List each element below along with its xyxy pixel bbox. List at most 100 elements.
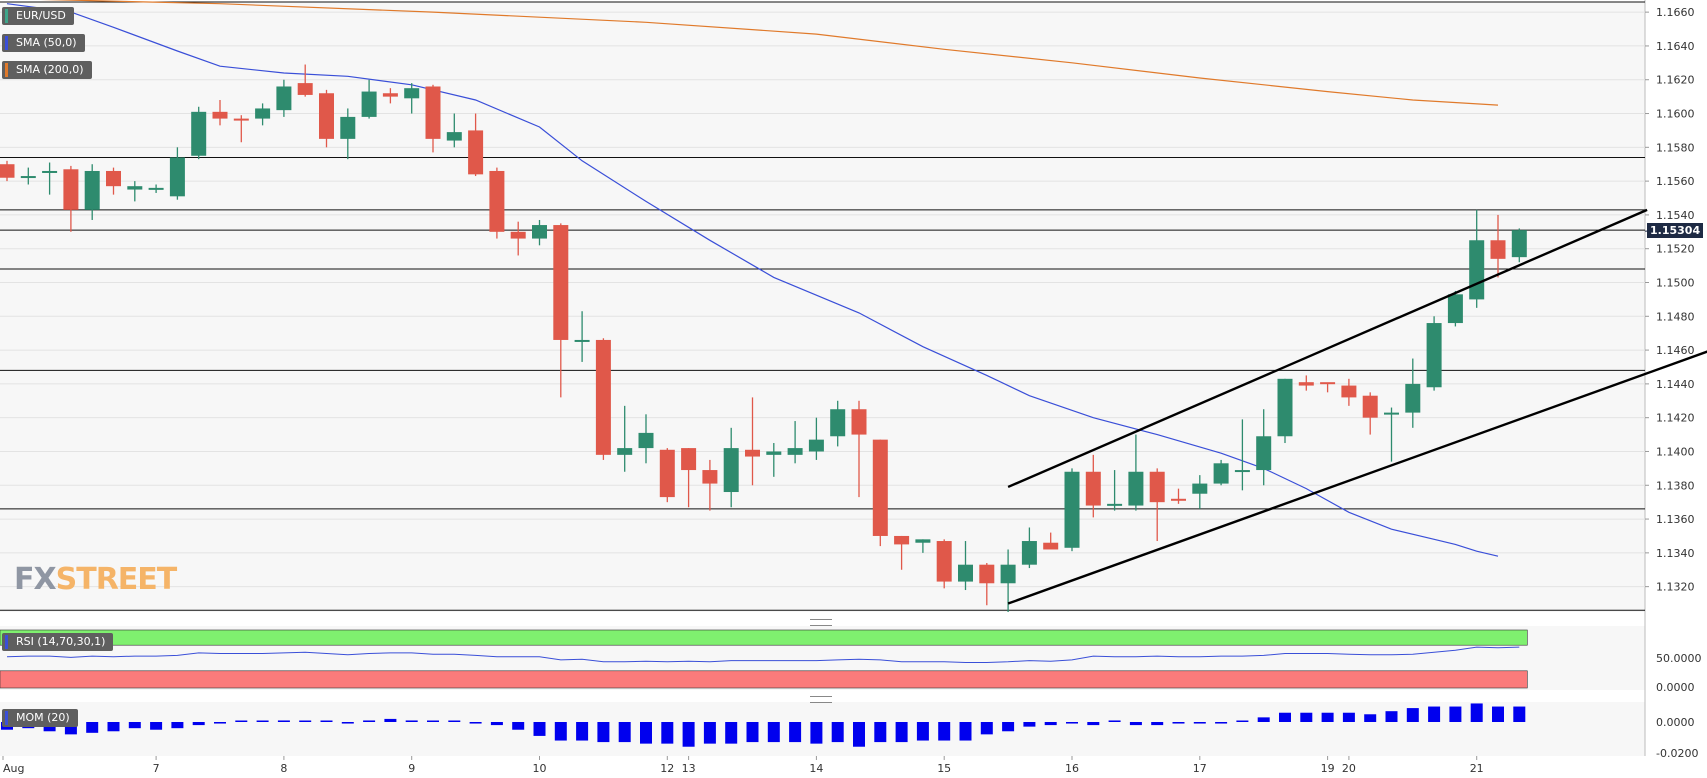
candle xyxy=(468,130,484,175)
mom-bar xyxy=(1002,722,1015,732)
y-tick-label: 1.1620 xyxy=(1656,74,1695,87)
x-tick-label: 19 xyxy=(1321,762,1335,775)
mom-bar xyxy=(107,722,120,732)
mom-bar xyxy=(1364,714,1377,722)
candle xyxy=(532,225,547,239)
mom-tick-label: 0.0000 xyxy=(1656,716,1695,729)
mom-bar xyxy=(341,722,354,724)
mom-bar xyxy=(1193,722,1206,724)
candle xyxy=(1064,471,1080,548)
candle xyxy=(1511,230,1527,258)
y-tick-label: 1.1400 xyxy=(1656,445,1695,458)
rsi-swatch xyxy=(5,635,8,649)
candle xyxy=(915,539,931,543)
x-tick-label: 12 xyxy=(660,762,674,775)
y-tick-label: 1.1540 xyxy=(1656,209,1695,222)
candle xyxy=(489,170,505,232)
y-tick-label: 1.1340 xyxy=(1656,547,1695,560)
candle xyxy=(0,164,15,178)
candle xyxy=(63,169,79,210)
candle xyxy=(595,339,611,455)
symbol-swatch xyxy=(5,9,8,23)
candle xyxy=(255,108,271,119)
legend-symbol[interactable]: EUR/USD xyxy=(2,7,74,25)
mom-bar xyxy=(1044,722,1057,726)
candle xyxy=(553,225,569,340)
legend-mom[interactable]: MOM (20) xyxy=(2,709,78,727)
mom-bar xyxy=(618,722,631,743)
candle xyxy=(297,83,313,95)
mom-bar xyxy=(1236,720,1249,722)
logo-street: STREET xyxy=(55,562,178,597)
mom-bar xyxy=(1406,708,1419,722)
mom-bar xyxy=(1129,722,1142,726)
x-tick-label: 15 xyxy=(937,762,951,775)
candle xyxy=(787,448,803,455)
mom-bar xyxy=(853,722,865,747)
rsi-tick-label: 0.0000 xyxy=(1656,681,1695,694)
rsi-oversold-zone xyxy=(0,670,1528,689)
candle xyxy=(233,118,249,121)
mom-bar xyxy=(1087,722,1100,726)
candle xyxy=(1128,471,1144,506)
candle xyxy=(169,157,185,197)
mom-bar xyxy=(554,722,567,741)
x-tick-label: 20 xyxy=(1342,762,1356,775)
candle xyxy=(340,116,356,139)
candle xyxy=(191,111,207,156)
candle xyxy=(1085,471,1101,506)
candle xyxy=(638,432,654,449)
legend-sma200-label: SMA (200,0) xyxy=(16,63,84,76)
mom-bar xyxy=(682,722,695,747)
mom-bar xyxy=(171,722,184,729)
legend-rsi[interactable]: RSI (14,70,30,1) xyxy=(2,633,114,651)
pane-resize-handle[interactable] xyxy=(810,696,832,703)
y-tick-label: 1.1420 xyxy=(1656,412,1695,425)
y-tick-label: 1.1360 xyxy=(1656,513,1695,526)
mom-bar xyxy=(1470,703,1483,722)
candle xyxy=(1277,378,1293,437)
mom-bar xyxy=(427,720,439,722)
x-tick-label: 16 xyxy=(1065,762,1079,775)
mom-bar xyxy=(1385,711,1398,722)
mom-bar xyxy=(661,722,674,744)
candle xyxy=(808,439,824,452)
mom-bar xyxy=(1300,712,1313,722)
candle xyxy=(1469,240,1485,300)
mom-bar xyxy=(448,720,461,722)
y-tick-label: 1.1320 xyxy=(1656,581,1695,594)
candle xyxy=(1021,541,1037,565)
candle xyxy=(702,470,718,484)
pane-resize-handle[interactable] xyxy=(810,619,832,626)
mom-tick-label: -0.0200 xyxy=(1656,747,1698,760)
candle xyxy=(1490,240,1506,259)
sma200-line xyxy=(40,0,1499,106)
candle xyxy=(127,186,143,190)
candle xyxy=(42,170,58,173)
candle xyxy=(617,448,633,455)
mom-bar xyxy=(895,722,908,743)
main-pane-bg xyxy=(0,2,1645,612)
y-tick-label: 1.1440 xyxy=(1656,378,1695,391)
legend-mom-label: MOM (20) xyxy=(16,711,70,724)
candle xyxy=(1043,542,1059,550)
x-tick-label: 13 xyxy=(682,762,696,775)
legend-sma200[interactable]: SMA (200,0) xyxy=(2,61,92,79)
y-tick-label: 1.1480 xyxy=(1656,310,1695,323)
mom-bar xyxy=(490,722,503,726)
candle xyxy=(1405,383,1421,413)
mom-bar xyxy=(703,722,716,744)
trend-channel-line xyxy=(1007,350,1707,605)
candle xyxy=(404,88,420,99)
candle xyxy=(1384,412,1399,415)
y-tick-label: 1.1600 xyxy=(1656,108,1695,121)
mom-bar xyxy=(576,722,589,741)
candle xyxy=(1447,294,1463,324)
current-price-tag: 1.15304 xyxy=(1647,223,1704,238)
mom-bar xyxy=(1151,722,1164,726)
legend-sma50[interactable]: SMA (50,0) xyxy=(2,34,85,52)
mom-bar xyxy=(192,722,205,726)
candle xyxy=(766,451,782,455)
candle xyxy=(745,449,760,457)
candle xyxy=(1192,483,1208,494)
